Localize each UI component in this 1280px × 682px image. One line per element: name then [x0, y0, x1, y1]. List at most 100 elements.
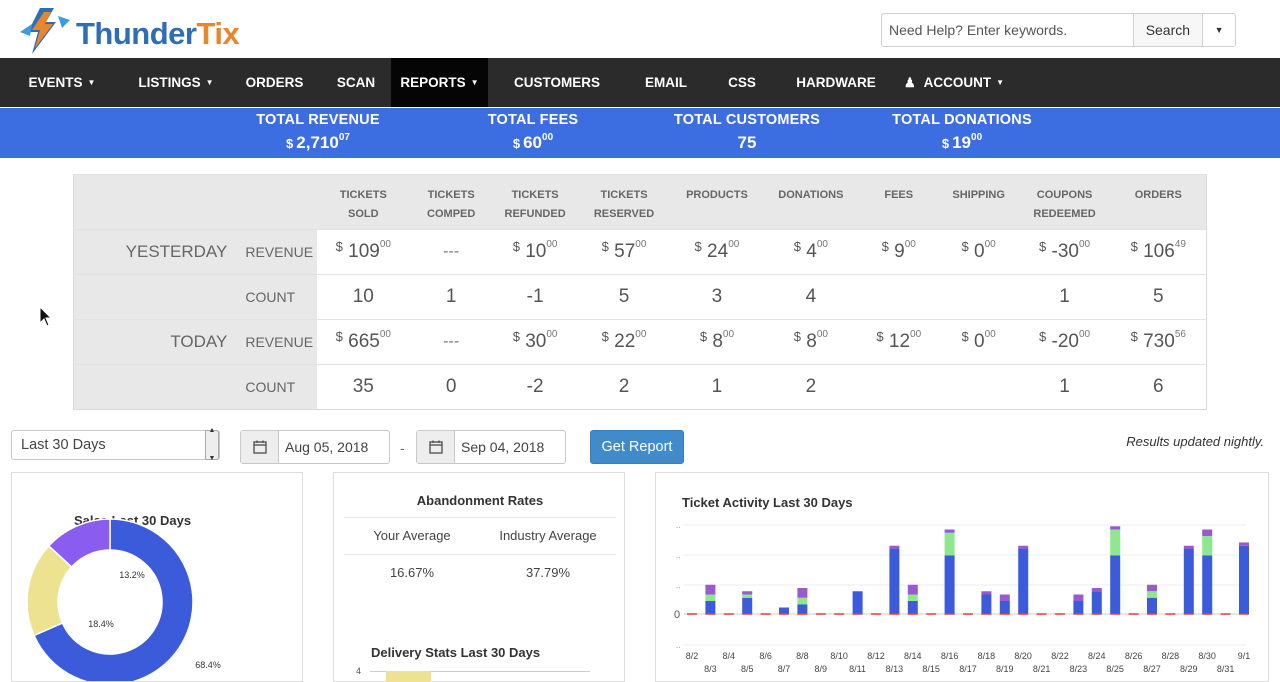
- bar-segment-comped[interactable]: [1110, 529, 1121, 556]
- nav-email[interactable]: EMAIL: [626, 58, 706, 107]
- bar-segment-sold[interactable]: [1239, 545, 1249, 614]
- bar-segment-sold[interactable]: [889, 549, 900, 614]
- bar-segment-comped[interactable]: [1202, 536, 1213, 556]
- bar-segment-sold[interactable]: [907, 601, 918, 614]
- bar-segment-reserved[interactable]: [742, 591, 753, 595]
- bar-segment-comped[interactable]: [797, 597, 808, 605]
- total-value: $2,71007: [208, 132, 428, 153]
- x-tick-label: 8/19: [996, 664, 1014, 674]
- cell-value: 24: [707, 241, 729, 262]
- cell-value: 22: [614, 331, 636, 352]
- get-report-button[interactable]: Get Report: [590, 430, 684, 464]
- bar-segment-reserved[interactable]: [944, 529, 955, 533]
- industry-average-value: 37.79%: [525, 565, 571, 580]
- bar-segment-sold[interactable]: [999, 601, 1010, 614]
- bar-segment-sold[interactable]: [797, 604, 808, 614]
- pie-slice[interactable]: [47, 518, 111, 568]
- x-tick-label: 8/23: [1070, 664, 1088, 674]
- help-dropdown-button[interactable]: ▼: [1202, 14, 1235, 46]
- stats-kind-label: REVENUE: [245, 319, 318, 365]
- nav-reports[interactable]: REPORTS ▼: [391, 58, 488, 107]
- bar-segment-reserved[interactable]: [889, 545, 900, 549]
- bar-segment-sold[interactable]: [1147, 597, 1157, 614]
- bar-segment-reserved[interactable]: [705, 584, 716, 595]
- logo-wordmark: ThunderTix: [76, 16, 240, 51]
- stats-cell: $ 800: [670, 319, 763, 365]
- bar-segment-sold[interactable]: [1110, 555, 1121, 615]
- start-date-field[interactable]: Aug 05, 2018: [240, 430, 390, 464]
- bar-segment-reserved[interactable]: [999, 594, 1010, 602]
- cell-value: 730: [1143, 331, 1175, 352]
- bar-segment-comped[interactable]: [944, 532, 955, 556]
- cell-value: 12: [888, 331, 911, 352]
- nav-events[interactable]: EVENTS ▼: [0, 58, 124, 107]
- nav-orders[interactable]: ORDERS: [228, 58, 321, 107]
- x-tick-label: 8/22: [1051, 651, 1069, 661]
- bar-segment-reserved[interactable]: [907, 584, 918, 595]
- help-search-input[interactable]: [882, 14, 1133, 46]
- delivery-stats-title: Delivery Stats Last 30 Days: [371, 645, 541, 660]
- cell-cents: 00: [984, 329, 996, 340]
- stats-cell: $ 900: [858, 229, 939, 275]
- bar-segment-sold[interactable]: [1091, 591, 1102, 614]
- end-date-field[interactable]: Sep 04, 2018: [416, 430, 566, 464]
- x-tick-label: 8/5: [741, 664, 754, 674]
- bar-segment-reserved[interactable]: [797, 588, 808, 598]
- stats-row: YESTERDAY REVENUE $ 10900 --- $ 1000 $ 5700 $ …: [73, 229, 1207, 275]
- bar-segment-reserved[interactable]: [1018, 545, 1029, 549]
- bar-segment-sold[interactable]: [944, 555, 955, 615]
- bar-segment-sold[interactable]: [981, 594, 992, 615]
- nav-hardware[interactable]: HARDWARE: [778, 58, 894, 107]
- thundertix-logo[interactable]: ThunderTix: [18, 6, 248, 56]
- delivery-axis-label: 4: [356, 666, 362, 676]
- bar-segment-sold[interactable]: [1018, 549, 1029, 614]
- help-search-button[interactable]: Search: [1132, 14, 1203, 46]
- x-tick-label: 8/8: [796, 651, 809, 661]
- bar-segment-reserved[interactable]: [1110, 526, 1121, 530]
- stats-header-row: TICKETS SOLD TICKETS COMPED TICKETS REFUNDED T…: [73, 174, 1207, 230]
- bar-segment-sold[interactable]: [742, 597, 753, 614]
- cell-value: 9: [894, 241, 905, 262]
- nav-label: ACCOUNT: [923, 75, 992, 90]
- bar-segment-reserved[interactable]: [1147, 584, 1157, 592]
- pie-slice[interactable]: [33, 518, 194, 682]
- bar-segment-sold[interactable]: [779, 607, 789, 615]
- bar-segment-sold[interactable]: [1073, 601, 1084, 614]
- bar-segment-reserved[interactable]: [1202, 529, 1213, 537]
- nav-customers[interactable]: CUSTOMERS: [488, 58, 626, 107]
- bar-segment-reserved[interactable]: [1239, 542, 1249, 546]
- date-range-select[interactable]: Last 30 Days ▲ ▼: [11, 427, 220, 462]
- bar-segment-sold[interactable]: [705, 601, 716, 614]
- abandonment-value-row: 16.67% 37.79%: [344, 554, 616, 591]
- cell-cents: 00: [379, 239, 391, 250]
- bar-segment-sold[interactable]: [1202, 555, 1213, 615]
- cell-currency: $: [961, 329, 969, 344]
- pie-slice-label: 18.4%: [88, 619, 114, 629]
- bar-segment-reserved[interactable]: [981, 591, 992, 595]
- column-header-word: TICKETS: [600, 189, 648, 201]
- sales-donut-chart: 68.4% 18.4% 13.2%: [26, 518, 221, 682]
- bar-segment-reserved[interactable]: [1073, 594, 1084, 602]
- bar-segment-comped[interactable]: [705, 594, 716, 602]
- bar-segment-comped[interactable]: [907, 594, 918, 602]
- bar-segment-comped[interactable]: [1147, 591, 1157, 598]
- bar-segment-sold[interactable]: [1183, 549, 1194, 614]
- bar-segment-comped[interactable]: [742, 594, 753, 598]
- stats-column-header: TICKETS SOLD: [317, 174, 410, 230]
- bar-segment-sold[interactable]: [852, 591, 863, 614]
- cell-cents: 00: [816, 239, 828, 250]
- nav-scan[interactable]: SCAN: [321, 58, 391, 107]
- nav-account[interactable]: ♟ ACCOUNT ▼: [894, 58, 1014, 107]
- caret-down-icon: ▼: [205, 78, 214, 87]
- nav-listings[interactable]: LISTINGS ▼: [124, 58, 228, 107]
- cell-cents: 00: [910, 329, 922, 340]
- nav-label: SCAN: [336, 75, 376, 90]
- nav-label: EMAIL: [645, 75, 687, 90]
- bar-segment-reserved[interactable]: [1183, 545, 1194, 549]
- nav-css[interactable]: CSS: [706, 58, 778, 107]
- nav-label: REPORTS: [400, 75, 466, 90]
- bar-segment-reserved[interactable]: [1091, 588, 1102, 592]
- cell-dash: ---: [443, 333, 460, 350]
- cell-value: 2: [618, 376, 630, 397]
- stats-cell: $ 66500: [317, 319, 410, 365]
